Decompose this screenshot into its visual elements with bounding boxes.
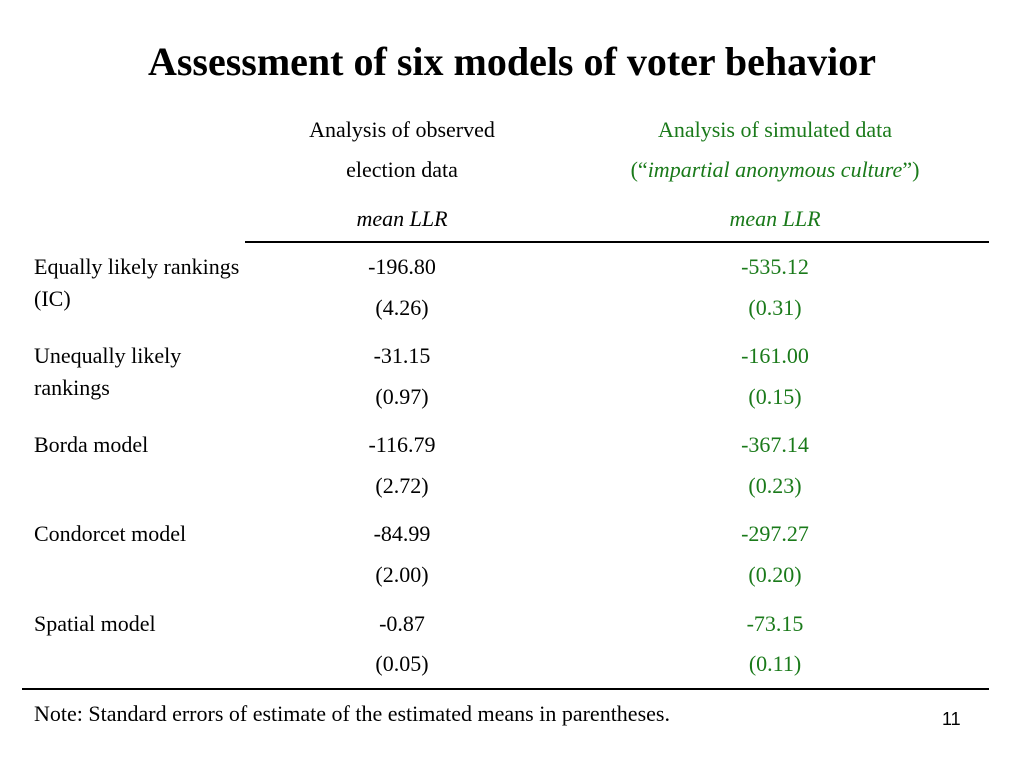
row-label: Equally likely rankings (IC): [34, 254, 240, 311]
close-quote: ”): [902, 157, 920, 182]
observed-se: (2.72): [375, 473, 429, 498]
footnote: Note: Standard errors of estimate of the…: [34, 701, 670, 726]
observed-mean: -84.99: [373, 521, 431, 546]
observed-se: (0.97): [375, 384, 429, 409]
observed-mean: -0.87: [379, 611, 425, 636]
observed-se: (2.00): [375, 562, 429, 587]
simulated-se: (0.20): [748, 562, 802, 587]
slide-title: Assessment of six models of voter behavi…: [147, 39, 877, 84]
observed-subheader: mean LLR: [356, 206, 448, 231]
observed-header-line2: election data: [346, 157, 458, 182]
observed-mean: -196.80: [368, 254, 436, 279]
simulated-mean: -535.12: [741, 254, 809, 279]
simulated-se: (0.31): [748, 295, 802, 320]
row-label: Spatial model: [34, 611, 156, 636]
simulated-column-header: Analysis of simulated data (“impartial a…: [565, 110, 985, 190]
simulated-mean: -73.15: [746, 611, 804, 636]
observed-column-header: Analysis of observed election data: [262, 110, 542, 190]
simulated-header-line2: (“impartial anonymous culture”): [565, 150, 985, 190]
simulated-mean: -367.14: [741, 432, 809, 457]
observed-header-line1: Analysis of observed: [309, 117, 495, 142]
observed-se: (4.26): [375, 295, 429, 320]
table-bottom-rule: [22, 688, 989, 690]
simulated-se: (0.15): [748, 384, 802, 409]
row-label: Borda model: [34, 432, 149, 457]
row-label: Unequally likely rankings: [34, 343, 182, 400]
simulated-se: (0.23): [748, 473, 802, 498]
open-quote: (“: [630, 157, 648, 182]
simulated-mean: -161.00: [741, 343, 809, 368]
row-label: Condorcet model: [34, 521, 187, 546]
table-top-rule: [245, 241, 989, 243]
simulated-header-italic: impartial anonymous culture: [647, 157, 903, 182]
observed-mean: -116.79: [368, 432, 436, 457]
simulated-mean: -297.27: [741, 521, 809, 546]
simulated-se: (0.11): [748, 651, 802, 676]
simulated-header-line1: Analysis of simulated data: [657, 117, 892, 142]
observed-mean: -31.15: [373, 343, 431, 368]
page-number: 11: [942, 709, 961, 729]
simulated-subheader: mean LLR: [729, 206, 821, 231]
observed-se: (0.05): [375, 651, 429, 676]
